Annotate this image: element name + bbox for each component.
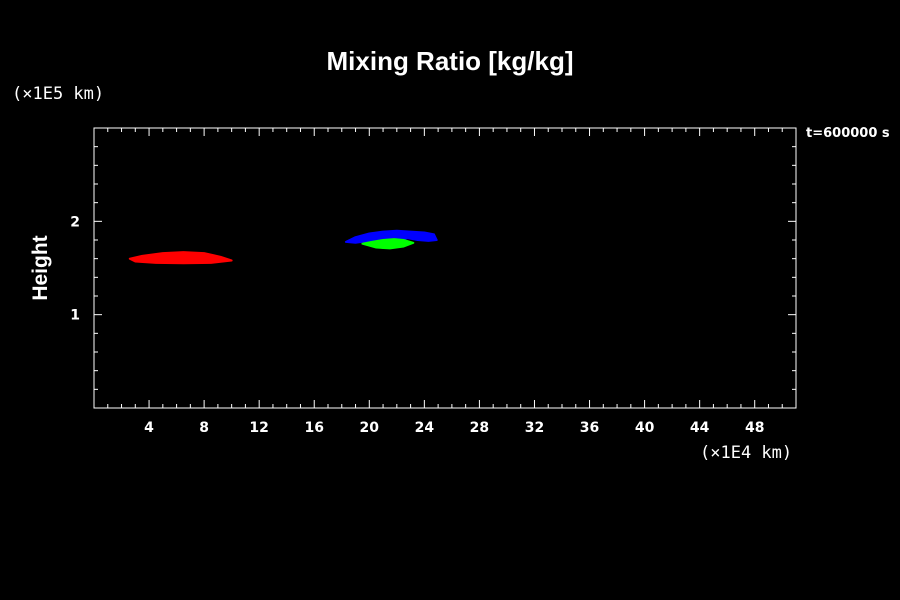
chart-title: Mixing Ratio [kg/kg]: [326, 46, 574, 76]
x-tick-label: 24: [415, 420, 435, 436]
y-axis-unit: (×1E5 km): [12, 84, 105, 104]
x-tick-label: 28: [470, 420, 489, 436]
plot-frame: [93, 127, 797, 409]
x-tick-label: 8: [199, 420, 209, 436]
x-tick-label: 44: [690, 420, 710, 436]
x-tick-label: 48: [745, 420, 764, 436]
ticks-layer: [94, 128, 796, 408]
mixing-ratio-region-3: [361, 238, 415, 250]
x-tick-label: 20: [360, 420, 380, 436]
series-layer: [128, 229, 438, 265]
x-tick-label: 32: [525, 420, 544, 436]
x-tick-label: 16: [304, 420, 323, 436]
mixing-ratio-region-1: [128, 251, 233, 265]
x-tick-label: 4: [144, 420, 154, 436]
time-annotation: t=600000 s: [806, 126, 890, 141]
x-tick-label: 40: [635, 420, 655, 436]
y-tick-label: 1: [70, 308, 80, 324]
x-axis-unit: (×1E4 km): [700, 443, 793, 463]
y-tick-label: 2: [70, 214, 80, 230]
x-tick-label: 12: [249, 420, 268, 436]
x-tick-label: 36: [580, 420, 599, 436]
